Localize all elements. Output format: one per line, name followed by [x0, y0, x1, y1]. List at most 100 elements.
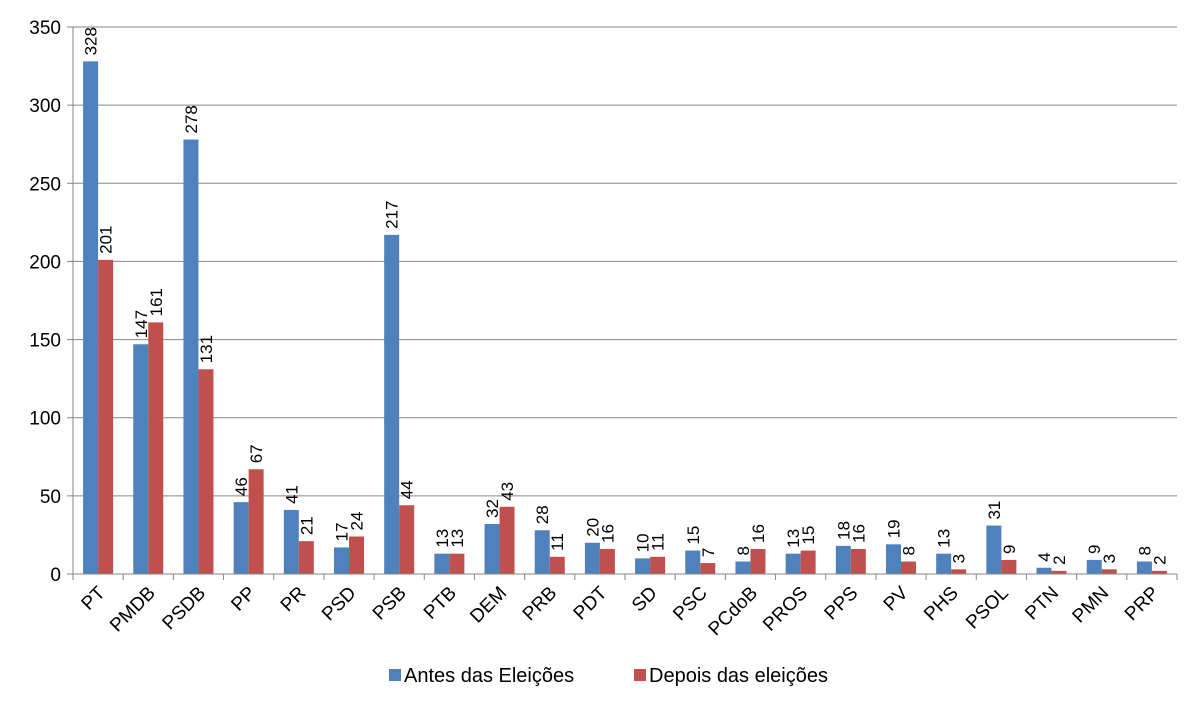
bar-antes-pmdb — [133, 344, 149, 574]
bar-depois-pcdob — [750, 548, 766, 574]
bar-antes-pt — [83, 61, 99, 574]
legend: Antes das Eleições Depois das eleições — [389, 665, 828, 687]
x-tick-label: PP — [227, 583, 260, 616]
data-label: 161 — [147, 288, 166, 316]
y-tick-label: 0 — [50, 565, 61, 586]
bar-antes-psd — [334, 547, 349, 574]
x-tick-label: PSB — [369, 583, 411, 625]
bar-antes-pcdob — [735, 561, 751, 574]
data-label: 131 — [197, 335, 216, 363]
x-tick-label: PV — [880, 582, 913, 615]
data-label: 13 — [784, 529, 803, 548]
x-tick-label: PR — [277, 583, 311, 617]
bar-antes-dem — [484, 523, 500, 574]
y-tick-label: 250 — [29, 174, 61, 195]
bar-antes-pmn — [1086, 559, 1102, 574]
data-label: 44 — [398, 480, 417, 499]
x-tick-label: PTB — [420, 583, 461, 624]
x-tick-label: PPS — [821, 583, 863, 625]
data-label: 7 — [699, 548, 718, 557]
data-label: 8 — [734, 546, 753, 555]
legend-label: Antes das Eleições — [404, 665, 574, 687]
bar-antes-pv — [886, 544, 901, 574]
x-tick-label: PMN — [1069, 583, 1114, 628]
y-tick-label: 50 — [40, 487, 61, 508]
bar-depois-phs — [951, 569, 967, 574]
data-label: 41 — [282, 485, 301, 504]
bar-antes-pros — [785, 553, 801, 574]
y-tick-label: 350 — [29, 18, 61, 39]
bar-depois-pp — [248, 469, 264, 574]
bar-depois-pt — [98, 259, 114, 574]
bar-antes-ptb — [434, 553, 450, 574]
bar-antes-psc — [685, 550, 701, 574]
data-label: 217 — [383, 200, 402, 228]
data-label: 16 — [749, 524, 768, 543]
data-label: 13 — [448, 529, 467, 548]
bar-depois-pros — [800, 550, 816, 574]
bar-antes-prp — [1136, 561, 1152, 574]
x-tick-label: DEM — [466, 583, 511, 628]
x-tick-label: PSD — [318, 583, 360, 625]
bar-antes-psdb — [183, 139, 199, 575]
bar-antes-psol — [986, 525, 1002, 574]
data-label: 28 — [533, 505, 552, 524]
data-label: 17 — [333, 523, 352, 542]
x-tick-label: PHS — [920, 583, 962, 625]
data-label: 24 — [348, 512, 367, 531]
x-tick-label: PSC — [669, 583, 711, 625]
data-label: 31 — [985, 501, 1004, 520]
data-label: 16 — [598, 524, 617, 543]
gridlines — [73, 26, 1177, 497]
legend-swatch — [634, 669, 646, 681]
data-label: 15 — [799, 526, 818, 545]
x-tick-label: PRP — [1121, 583, 1163, 625]
data-label: 20 — [583, 518, 602, 537]
data-label: 11 — [649, 533, 668, 551]
bars — [83, 61, 1167, 575]
data-label: 278 — [182, 105, 201, 133]
data-label: 16 — [849, 524, 868, 543]
bar-depois-psb — [399, 505, 415, 574]
y-tick-label: 300 — [29, 96, 61, 117]
data-label: 21 — [297, 516, 316, 535]
bar-depois-ptn — [1051, 570, 1067, 574]
data-label: 4 — [1035, 552, 1054, 561]
bar-depois-sd — [650, 556, 666, 574]
x-tick-label: PT — [78, 582, 110, 614]
data-label: 201 — [97, 225, 116, 253]
data-label: 13 — [935, 529, 954, 548]
data-label: 46 — [232, 477, 251, 496]
x-tick-label: SD — [628, 583, 662, 617]
x-tick-label: PMDB — [106, 583, 160, 637]
legend-swatch — [389, 669, 401, 681]
bar-antes-pdt — [584, 542, 600, 574]
data-label: 9 — [1000, 544, 1019, 553]
bar-depois-psc — [700, 563, 716, 574]
data-label: 19 — [885, 519, 904, 538]
data-label: 2 — [1050, 555, 1069, 564]
x-tick-label: PRB — [519, 583, 561, 625]
data-label: 3 — [950, 554, 969, 563]
data-label: 8 — [900, 546, 919, 555]
bar-depois-ptb — [449, 553, 465, 574]
bar-depois-psdb — [198, 369, 214, 574]
bar-depois-pv — [901, 561, 916, 574]
data-label: 18 — [834, 521, 853, 540]
y-tick-label: 100 — [29, 409, 61, 430]
bar-depois-pps — [850, 548, 866, 574]
y-tick-label: 200 — [29, 252, 61, 273]
data-label: 11 — [548, 533, 567, 551]
bar-depois-pdt — [599, 548, 615, 574]
bar-antes-pr — [283, 509, 299, 574]
bar-antes-phs — [936, 553, 952, 574]
data-label: 15 — [684, 526, 703, 545]
data-label: 10 — [634, 533, 653, 552]
y-tick-label: 150 — [29, 331, 61, 352]
legend-label: Depois das eleições — [649, 665, 828, 687]
bar-antes-ptn — [1036, 567, 1052, 574]
data-label: 67 — [247, 444, 266, 463]
x-tick-label: PTN — [1021, 583, 1063, 625]
